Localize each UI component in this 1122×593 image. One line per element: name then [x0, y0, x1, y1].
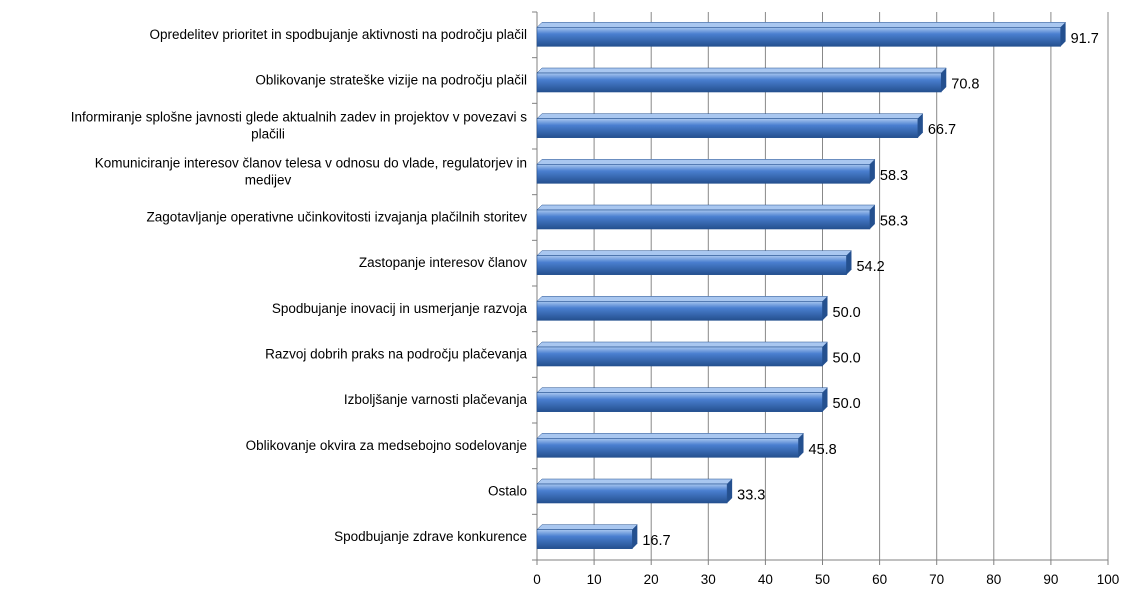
bar-side-face — [822, 387, 828, 412]
bar-top-face — [536, 341, 829, 348]
bar-side-face — [632, 524, 638, 549]
data-label: 58.3 — [880, 214, 908, 230]
x-tick-label: 80 — [986, 572, 1001, 587]
category-label: Ostalo — [488, 484, 527, 499]
bar-side-face — [727, 479, 733, 503]
category-label: Razvoj dobrih praks na področju plačevan… — [265, 347, 527, 362]
x-tick-label: 30 — [701, 572, 716, 587]
data-label: 91.7 — [1071, 31, 1099, 47]
bar-top-face — [536, 296, 829, 302]
bar — [536, 392, 823, 412]
x-tick-label: 100 — [1097, 572, 1120, 587]
bar-side-face — [822, 342, 828, 366]
x-tick-label: 60 — [872, 572, 887, 587]
data-label: 16.7 — [642, 533, 670, 549]
data-label: 58.3 — [880, 168, 908, 184]
bar-side-face — [869, 159, 875, 184]
bar-top-face — [536, 67, 947, 74]
bar — [536, 346, 823, 367]
bar-side-face — [917, 113, 923, 138]
category-label: plačili — [251, 127, 285, 142]
bar — [536, 301, 823, 321]
category-label: Informiranje splošne javnosti glede aktu… — [71, 110, 528, 125]
data-label: 66.7 — [928, 122, 956, 138]
category-label: medijev — [245, 172, 292, 187]
category-label: Spodbujanje zdrave konkurence — [334, 529, 527, 544]
data-label: 33.3 — [737, 488, 765, 504]
bar-side-face — [846, 250, 852, 275]
category-label: Komuniciranje interesov članov telesa v … — [95, 155, 527, 170]
bar — [536, 483, 728, 504]
data-label: 54.2 — [856, 259, 884, 275]
x-tick-label: 10 — [587, 572, 602, 587]
bar — [536, 118, 919, 138]
data-label: 50.0 — [833, 396, 861, 412]
bar — [536, 164, 871, 184]
bar-top-face — [536, 478, 733, 485]
bar-side-face — [941, 68, 947, 92]
bar-top-face — [536, 22, 1067, 28]
bar — [536, 438, 799, 458]
bar-side-face — [798, 433, 804, 458]
data-label: 50.0 — [833, 351, 861, 367]
x-tick-label: 90 — [1043, 572, 1058, 587]
data-label: 50.0 — [833, 305, 861, 321]
category-label: Oblikovanje okvira za medsebojno sodelov… — [246, 438, 527, 453]
x-tick-label: 50 — [815, 572, 830, 587]
category-label: Oblikovanje strateške vizije na področju… — [255, 73, 527, 88]
x-tick-label: 70 — [929, 572, 944, 587]
category-label: Spodbujanje inovacij in usmerjanje razvo… — [272, 301, 528, 316]
bar-top-face — [536, 159, 876, 165]
bar — [536, 255, 847, 275]
bar-top-face — [536, 387, 829, 393]
data-label: 45.8 — [809, 442, 837, 458]
x-tick-label: 20 — [644, 572, 659, 587]
x-tick-label: 0 — [533, 572, 541, 587]
bar — [536, 209, 871, 230]
x-tick-label: 40 — [758, 572, 773, 587]
bar-top-face — [536, 433, 805, 439]
bar — [536, 27, 1061, 47]
bar — [536, 529, 633, 549]
category-label: Zastopanje interesov članov — [359, 255, 527, 270]
bar-side-face — [822, 296, 828, 321]
data-label: 70.8 — [951, 77, 979, 93]
bar — [536, 72, 942, 93]
bar-top-face — [536, 250, 853, 256]
bar-top-face — [536, 113, 924, 119]
bar-side-face — [1060, 22, 1066, 47]
bar-side-face — [869, 205, 875, 229]
bar-top-face — [536, 204, 876, 211]
bar-top-face — [536, 524, 638, 530]
category-label: Izboljšanje varnosti plačevanja — [344, 392, 528, 407]
category-label: Opredelitev prioritet in spodbujanje akt… — [150, 27, 527, 42]
category-label: Zagotavljanje operativne učinkovitosti i… — [147, 210, 528, 225]
